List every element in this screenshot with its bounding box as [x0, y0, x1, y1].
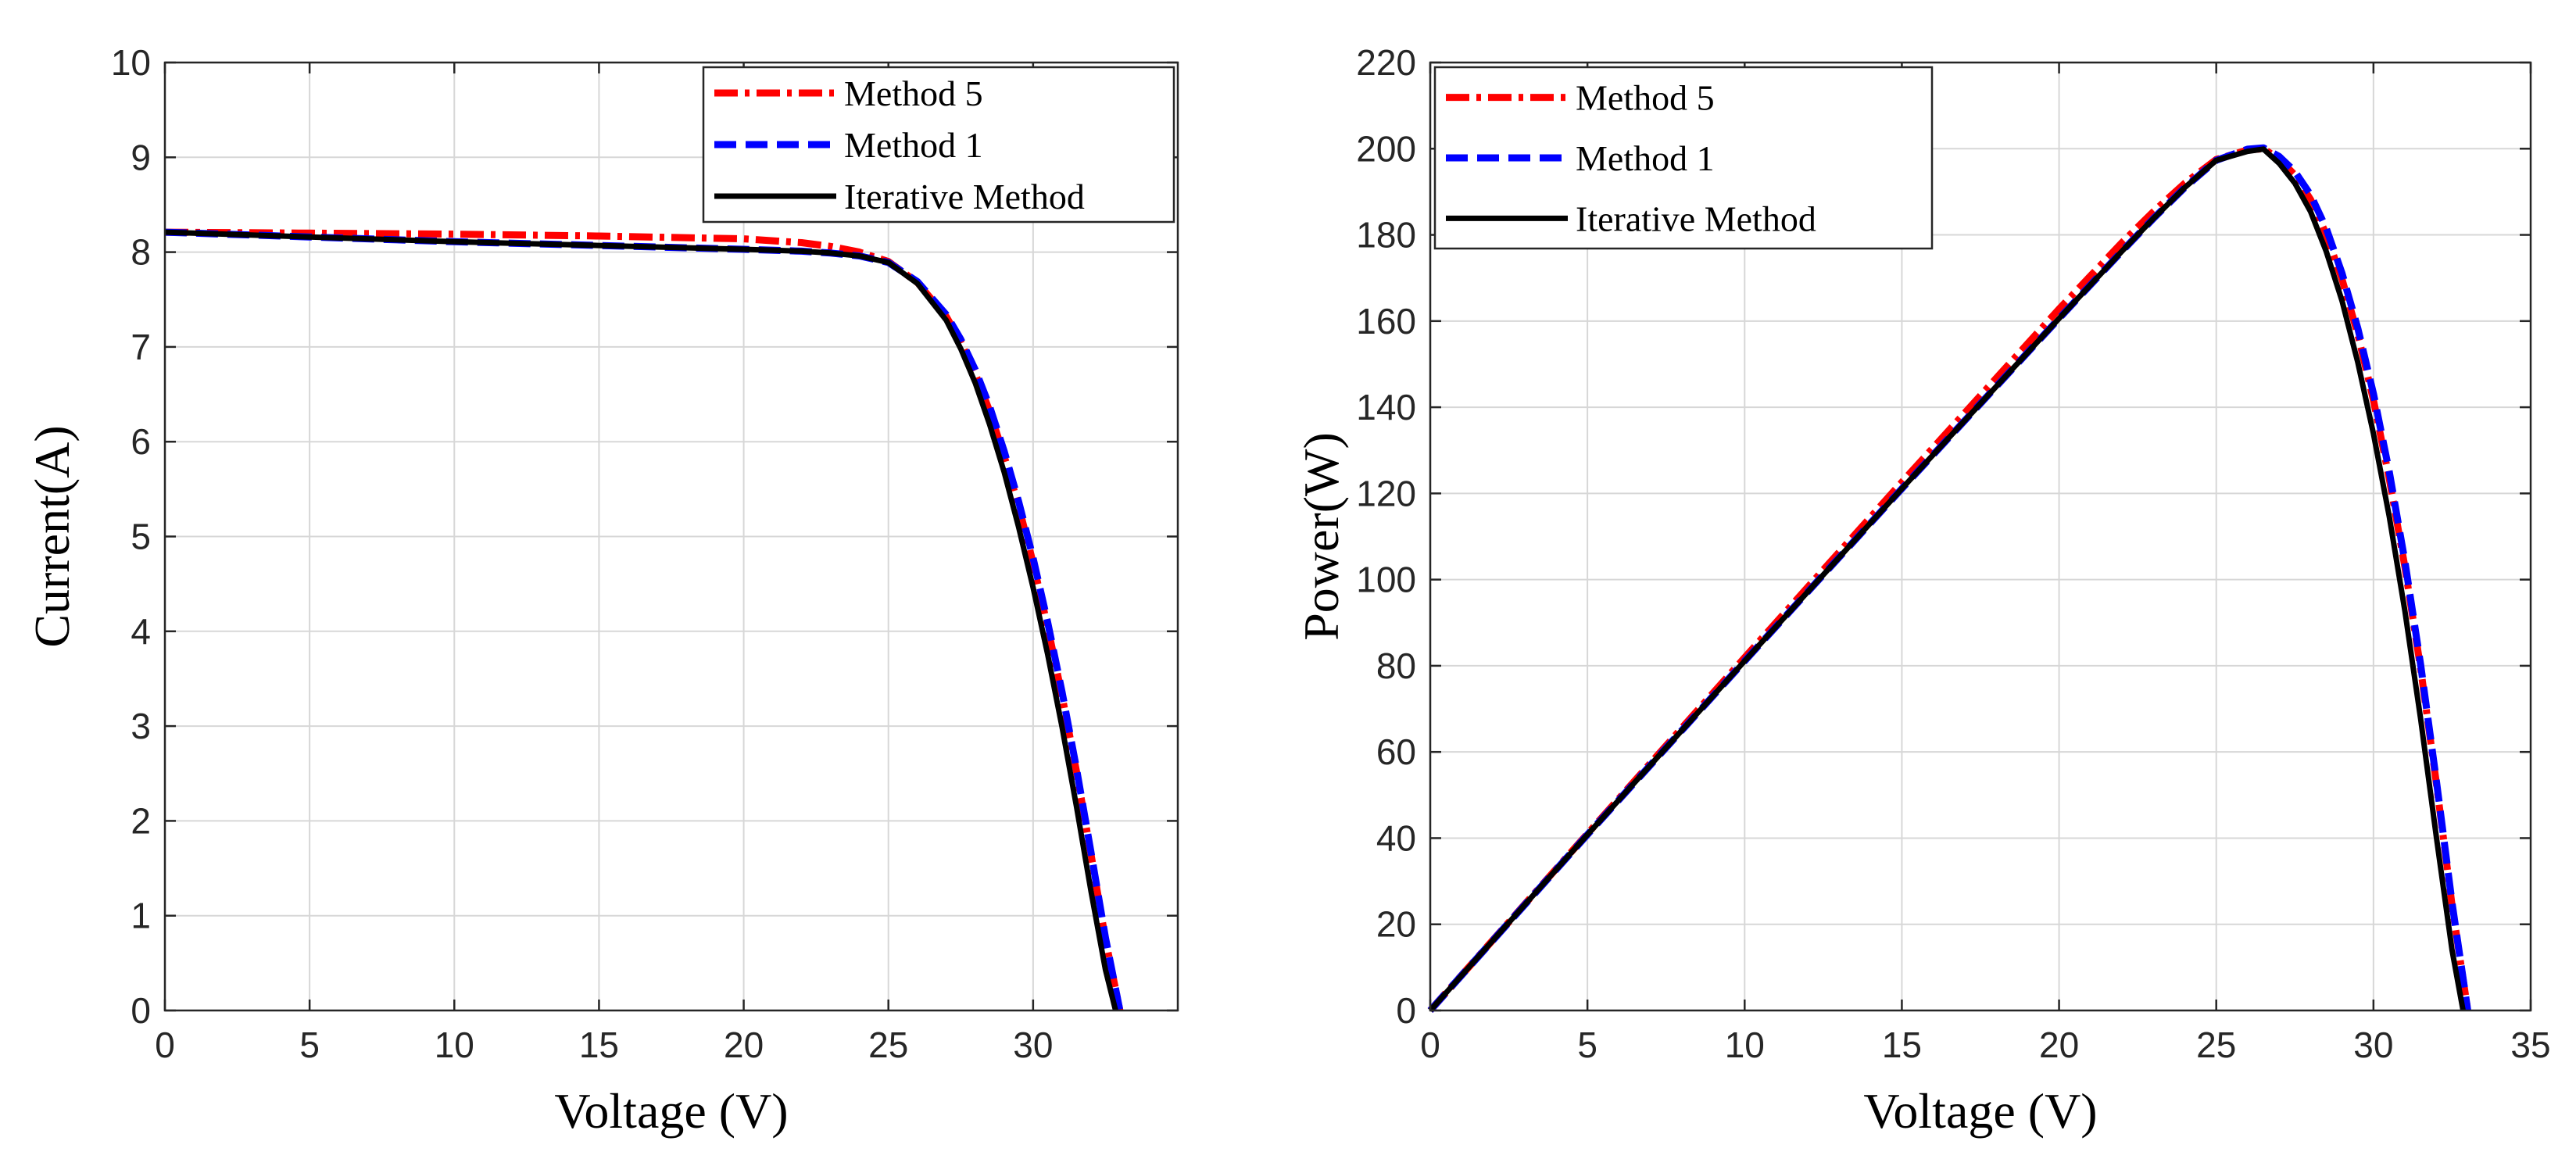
- y-axis-label: Power(W): [1293, 432, 1349, 641]
- legend: Method 5 Method 1 Iterative Method: [1433, 66, 1934, 250]
- y-tick-label: 10: [111, 42, 151, 83]
- y-tick-label: 2: [131, 800, 151, 841]
- y-axis-label: Current(A): [24, 425, 80, 647]
- x-tick-label: 20: [2039, 1025, 2079, 1065]
- x-tick-label: 30: [2353, 1025, 2393, 1065]
- legend-label: Method 5: [1576, 78, 1715, 118]
- legend-label: Method 1: [844, 125, 983, 165]
- x-tick-label: 0: [1420, 1025, 1440, 1065]
- x-tick-label: 15: [1882, 1025, 1922, 1065]
- y-tick-label: 3: [131, 706, 151, 746]
- y-tick-label: 1: [131, 896, 151, 936]
- y-tick-label: 60: [1376, 731, 1416, 772]
- series-line-iterative-method: [1428, 146, 2466, 1013]
- y-tick-label: 0: [1396, 990, 1416, 1031]
- x-tick-label: 0: [155, 1025, 175, 1065]
- x-tick-label: 30: [1013, 1025, 1053, 1065]
- y-tick-label: 200: [1356, 128, 1416, 169]
- x-tick-label: 20: [724, 1025, 764, 1065]
- legend-label: Iterative Method: [1576, 199, 1816, 238]
- series-line-iterative-method: [164, 229, 1118, 1011]
- x-tick-label: 5: [1577, 1025, 1597, 1065]
- y-tick-label: 160: [1356, 301, 1416, 342]
- y-tick-label: 20: [1376, 904, 1416, 945]
- y-tick-label: 220: [1356, 42, 1416, 83]
- series-line-method-1: [164, 228, 1124, 1011]
- y-tick-label: 9: [131, 137, 151, 177]
- y-tick-label: 4: [131, 611, 151, 652]
- x-tick-label: 15: [579, 1025, 619, 1065]
- y-tick-label: 180: [1356, 215, 1416, 256]
- chart-2: 0 5 10 15 20 25 30 35 0 20 40 60 80 100 120 140 160 180 20…: [1293, 42, 2551, 1139]
- y-tick-label: 100: [1356, 560, 1416, 600]
- y-tick-label: 6: [131, 421, 151, 462]
- y-tick-label: 120: [1356, 473, 1416, 513]
- x-tick-label: 10: [1725, 1025, 1765, 1065]
- y-tick-label: 5: [131, 517, 151, 557]
- chart-1: 0 5 10 15 20 25 30 0 1 2 3 4 5 6 7 8 9 10 Voltage (V) Curre…: [24, 42, 1179, 1139]
- x-tick-label: 25: [868, 1025, 908, 1065]
- y-tick-label: 0: [131, 990, 151, 1031]
- legend-label: Iterative Method: [844, 177, 1085, 216]
- axes-frame: [1429, 61, 2532, 1012]
- y-tick-label: 40: [1376, 817, 1416, 858]
- x-tick-label: 25: [2196, 1025, 2236, 1065]
- x-axis-label: Voltage (V): [554, 1083, 788, 1139]
- x-tick-label: 5: [299, 1025, 320, 1065]
- y-tick-label: 80: [1376, 646, 1416, 686]
- x-tick-label: 35: [2510, 1025, 2550, 1065]
- grid-lines: [165, 63, 1178, 1010]
- y-tick-label: 140: [1356, 387, 1416, 427]
- legend-label: Method 1: [1576, 138, 1715, 178]
- x-axis-label: Voltage (V): [1863, 1083, 2097, 1139]
- y-tick-label: 7: [131, 327, 151, 367]
- y-tick-label: 8: [131, 232, 151, 273]
- x-tick-label: 10: [435, 1025, 474, 1065]
- legend-label: Method 5: [844, 73, 983, 113]
- legend: Method 5 Method 1 Iterative Method: [702, 66, 1175, 224]
